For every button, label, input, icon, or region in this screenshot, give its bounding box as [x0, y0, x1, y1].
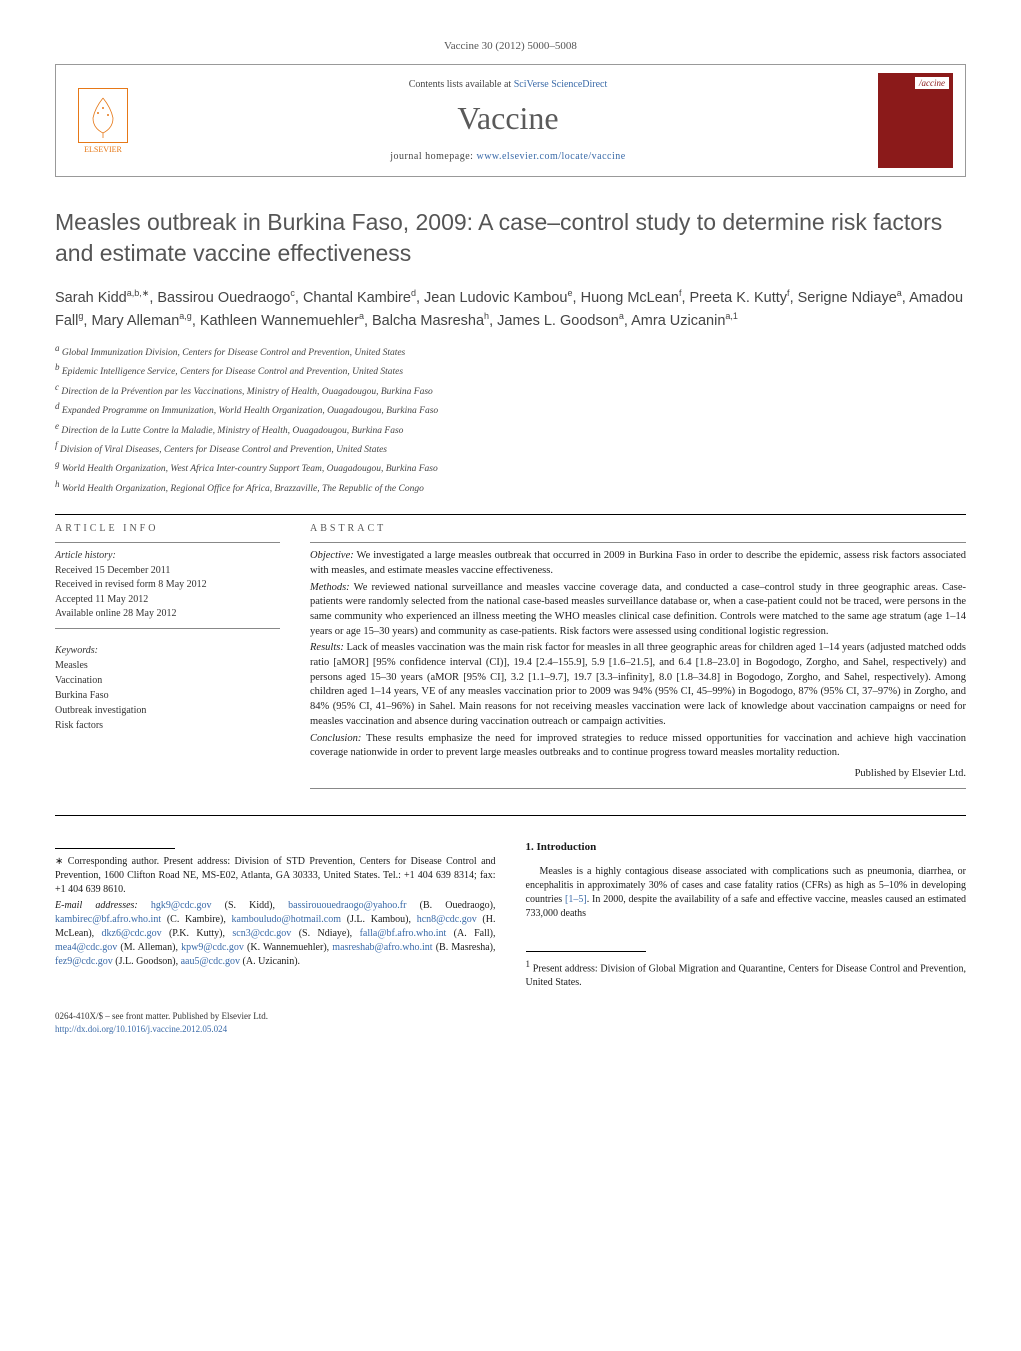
- elsevier-logo: ELSEVIER: [68, 81, 138, 161]
- corresponding-author-note: ∗ Corresponding author. Present address:…: [55, 855, 496, 897]
- affiliation: h World Health Organization, Regional Of…: [55, 478, 966, 496]
- affiliation: c Direction de la Prévention par les Vac…: [55, 381, 966, 399]
- author: Jean Ludovic Kamboue: [424, 290, 573, 306]
- cover-label: /accine: [915, 77, 949, 89]
- email-link[interactable]: kpw9@cdc.gov: [181, 942, 244, 953]
- author: Preeta K. Kuttyf: [690, 290, 790, 306]
- elsevier-label: ELSEVIER: [84, 145, 122, 154]
- email-link[interactable]: hgk9@cdc.gov: [151, 900, 212, 911]
- introduction-paragraph: Measles is a highly contagious disease a…: [526, 865, 967, 921]
- keyword: Burkina Faso: [55, 688, 280, 703]
- present-address-footnote: 1 Present address: Division of Global Mi…: [526, 958, 967, 990]
- author-list: Sarah Kidda,b,∗, Bassirou Ouedraogoc, Ch…: [55, 287, 966, 332]
- homepage-line: journal homepage: www.elsevier.com/locat…: [150, 151, 866, 162]
- affiliation: b Epidemic Intelligence Service, Centers…: [55, 361, 966, 379]
- affiliation-list: a Global Immunization Division, Centers …: [55, 342, 966, 496]
- email-link[interactable]: bassirououedraogo@yahoo.fr: [288, 900, 406, 911]
- article-history: Article history: Received 15 December 20…: [55, 549, 280, 622]
- email-link[interactable]: kambirec@bf.afro.who.int: [55, 914, 161, 925]
- email-link[interactable]: scn3@cdc.gov: [232, 928, 291, 939]
- email-link[interactable]: fez9@cdc.gov: [55, 956, 113, 967]
- keyword: Outbreak investigation: [55, 703, 280, 718]
- author: James L. Goodsona: [497, 313, 624, 329]
- affiliation: d Expanded Programme on Immunization, Wo…: [55, 400, 966, 418]
- abstract-body: Objective: We investigated a large measl…: [310, 549, 966, 781]
- correspondence-column: ∗ Corresponding author. Present address:…: [55, 840, 496, 991]
- elsevier-tree-icon: [78, 88, 128, 143]
- keyword: Measles: [55, 658, 280, 673]
- doi-link[interactable]: http://dx.doi.org/10.1016/j.vaccine.2012…: [55, 1024, 227, 1034]
- author: Mary Allemana,g: [91, 313, 191, 329]
- author: Chantal Kambired: [303, 290, 416, 306]
- article-info-heading: ARTICLE INFO: [55, 523, 280, 534]
- author: Bassirou Ouedraogoc: [157, 290, 295, 306]
- author: Amra Uzicanina,1: [631, 313, 738, 329]
- email-link[interactable]: masreshab@afro.who.int: [332, 942, 432, 953]
- email-link[interactable]: falla@bf.afro.who.int: [360, 928, 447, 939]
- scidirect-link[interactable]: SciVerse ScienceDirect: [514, 79, 608, 90]
- email-link[interactable]: dkz6@cdc.gov: [102, 928, 162, 939]
- homepage-link[interactable]: www.elsevier.com/locate/vaccine: [476, 151, 625, 162]
- introduction-column: 1. Introduction Measles is a highly cont…: [526, 840, 967, 991]
- author: Sarah Kidda,b,∗: [55, 290, 149, 306]
- keyword: Vaccination: [55, 673, 280, 688]
- email-link[interactable]: aau5@cdc.gov: [181, 956, 240, 967]
- email-link[interactable]: kambouludo@hotmail.com: [232, 914, 341, 925]
- author: Huong McLeanf: [581, 290, 682, 306]
- publisher-line: Published by Elsevier Ltd.: [310, 767, 966, 782]
- article-title: Measles outbreak in Burkina Faso, 2009: …: [55, 207, 966, 269]
- journal-header: ELSEVIER Contents lists available at Sci…: [55, 64, 966, 177]
- email-link[interactable]: mea4@cdc.gov: [55, 942, 117, 953]
- contents-available-line: Contents lists available at SciVerse Sci…: [150, 79, 866, 90]
- affiliation: e Direction de la Lutte Contre la Maladi…: [55, 420, 966, 438]
- citation-link[interactable]: [1–5]: [565, 894, 587, 905]
- affiliation: f Division of Viral Diseases, Centers fo…: [55, 439, 966, 457]
- affiliation: a Global Immunization Division, Centers …: [55, 342, 966, 360]
- journal-cover-thumbnail: /accine: [878, 73, 953, 168]
- author: Kathleen Wannemuehlera: [200, 313, 364, 329]
- email-addresses: E-mail addresses: hgk9@cdc.gov (S. Kidd)…: [55, 899, 496, 969]
- introduction-heading: 1. Introduction: [526, 840, 967, 855]
- author: Balcha Masreshah: [372, 313, 489, 329]
- journal-reference: Vaccine 30 (2012) 5000–5008: [55, 40, 966, 52]
- keywords-block: Keywords: MeaslesVaccinationBurkina Faso…: [55, 643, 280, 733]
- abstract-heading: ABSTRACT: [310, 523, 966, 534]
- author: Serigne Ndiayea: [798, 290, 902, 306]
- keyword: Risk factors: [55, 718, 280, 733]
- journal-name: Vaccine: [150, 100, 866, 137]
- email-link[interactable]: hcn8@cdc.gov: [417, 914, 477, 925]
- page-footer: 0264-410X/$ – see front matter. Publishe…: [55, 1010, 966, 1035]
- affiliation: g World Health Organization, West Africa…: [55, 458, 966, 476]
